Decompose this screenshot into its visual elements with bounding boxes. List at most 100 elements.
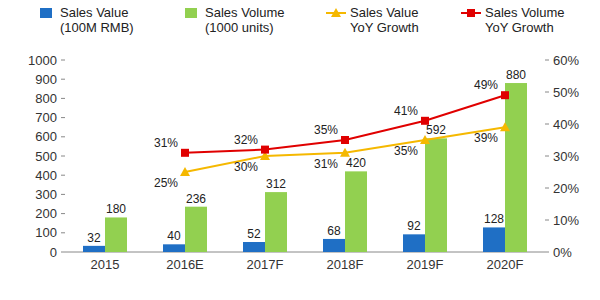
legend-label-line: (100M RMB) [60, 20, 134, 35]
line [185, 95, 505, 153]
data-label: 31% [314, 157, 338, 171]
y2-tick [545, 252, 549, 253]
legend-label: Sales Value (100M RMB) [60, 5, 134, 35]
y-tick [61, 60, 65, 61]
x-tick-label: 2016E [166, 257, 204, 272]
legend-marker [467, 9, 475, 17]
y2-tick [545, 220, 549, 221]
legend-swatch [40, 8, 52, 18]
y-tick-label: 800 [35, 91, 57, 106]
marker [180, 167, 190, 176]
data-label: 880 [506, 68, 526, 82]
data-label: 312 [266, 177, 286, 191]
marker [341, 136, 349, 144]
chart: 010020030040050060070080090010000%10%20%… [0, 0, 600, 300]
plot-data [83, 83, 527, 252]
data-label: 35% [314, 123, 338, 137]
data-label: 39% [474, 131, 498, 145]
bar [323, 239, 345, 252]
y-tick [61, 79, 65, 80]
x-tick-label: 2018F [327, 257, 364, 272]
data-label: 92 [407, 219, 421, 233]
marker [501, 91, 509, 99]
data-label: 180 [106, 202, 126, 216]
y-tick-label: 700 [35, 110, 57, 125]
data-label: 49% [474, 78, 498, 92]
data-label: 30% [234, 160, 258, 174]
y-tick-label: 100 [35, 225, 57, 240]
legend-marker [331, 8, 341, 17]
data-label: 41% [394, 104, 418, 118]
y2-tick-label: 20% [553, 181, 579, 196]
data-label: 40 [167, 229, 181, 243]
bar [243, 242, 265, 252]
marker [181, 149, 189, 157]
y-tick-label: 1000 [28, 53, 57, 68]
legend-label-line: (1000 units) [205, 20, 274, 35]
data-label: 236 [186, 192, 206, 206]
bar [105, 217, 127, 252]
y2-tick [545, 92, 549, 93]
y-tick [61, 194, 65, 195]
x-tick-label: 2015 [91, 257, 120, 272]
data-label: 35% [394, 144, 418, 158]
y-tick [61, 213, 65, 214]
bar [425, 138, 447, 252]
y-tick-label: 0 [50, 245, 57, 260]
bar [403, 234, 425, 252]
data-label: 52 [247, 227, 261, 241]
y-tick [61, 136, 65, 137]
bar [505, 83, 527, 252]
y2-tick [545, 156, 549, 157]
data-label: 592 [426, 123, 446, 137]
bar [83, 246, 105, 252]
legend-label-line: Sales Volume [205, 5, 288, 20]
y-tick-label: 900 [35, 72, 57, 87]
data-label: 128 [484, 212, 504, 226]
legend-swatch [185, 8, 197, 18]
y-tick-label: 500 [35, 149, 57, 164]
data-label: 32 [87, 231, 101, 245]
x-axis-line [65, 252, 545, 253]
y-tick-label: 400 [35, 168, 57, 183]
bar [345, 171, 367, 252]
data-label: 68 [327, 224, 341, 238]
data-labels: 32 40 52 68 92 128 180 236 312 420 592 880 25% 30% 31%… [87, 68, 526, 245]
x-tick-label: 2019F [407, 257, 444, 272]
y2-tick-label: 50% [553, 85, 579, 100]
bar [265, 192, 287, 252]
y-tick-label: 600 [35, 129, 57, 144]
legend-label: Sales Volume (1000 units) [205, 5, 288, 35]
y-tick [61, 156, 65, 157]
legend-label-line: Sales Volume [485, 5, 568, 20]
legend-label-line: YoY Growth [350, 20, 419, 35]
y2-tick [545, 124, 549, 125]
y2-tick [545, 60, 549, 61]
y-tick-label: 300 [35, 187, 57, 202]
marker [261, 146, 269, 154]
legend-label: Sales Value YoY Growth [350, 5, 422, 35]
y-tick [61, 175, 65, 176]
y-tick [61, 232, 65, 233]
y2-tick [545, 188, 549, 189]
data-label: 25% [154, 176, 178, 190]
legend: Sales Value (100M RMB) Sales Volume (1000… [40, 5, 568, 35]
y-tick-label: 200 [35, 206, 57, 221]
y-tick [61, 98, 65, 99]
y2-tick-label: 60% [553, 53, 579, 68]
data-label: 420 [346, 156, 366, 170]
data-label: 32% [234, 133, 258, 147]
bar [483, 227, 505, 252]
axes: 010020030040050060070080090010000%10%20%… [28, 53, 579, 273]
legend-label: Sales Volume YoY Growth [485, 5, 568, 35]
marker [500, 122, 510, 131]
legend-label-line: Sales Value [60, 5, 132, 20]
legend-label-line: Sales Value [350, 5, 422, 20]
legend-label-line: YoY Growth [485, 20, 554, 35]
x-tick-label: 2020F [487, 257, 524, 272]
y2-tick-label: 10% [553, 213, 579, 228]
bar [163, 244, 185, 252]
bar [185, 207, 207, 252]
x-tick-label: 2017F [247, 257, 284, 272]
y2-tick-label: 40% [553, 117, 579, 132]
